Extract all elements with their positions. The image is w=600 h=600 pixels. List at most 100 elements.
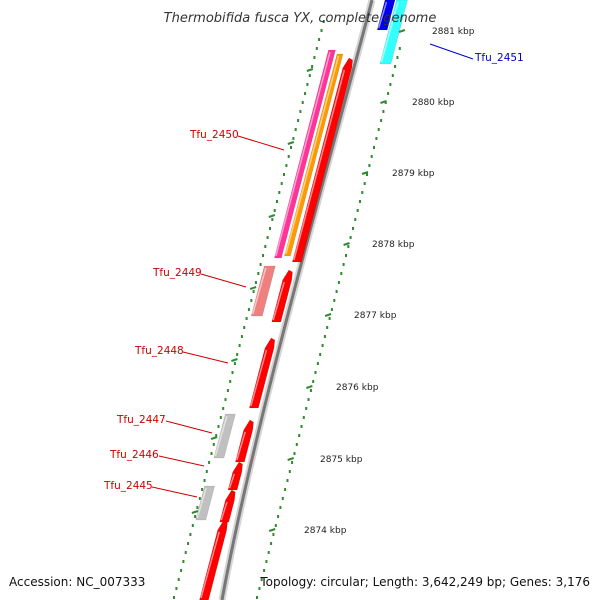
scale-dot-right [272,533,275,536]
scale-dot-right [323,335,326,338]
scale-dot-right [396,56,399,59]
major-tick-left-0 [191,510,199,514]
scale-dot-left [210,452,213,455]
orange-feature-shine [285,55,340,255]
major-tick-right-3 [324,313,332,317]
scale-dot-right [274,524,277,527]
major-tick-right-4 [343,242,350,246]
scale-dot-left [259,263,262,266]
scale-dot-right [368,164,371,167]
gene-label-tfu-2447[interactable]: Tfu_2447 [116,414,166,426]
leader-tfu-2451 [429,43,474,60]
scale-dot-left [294,128,297,131]
scale-dot-left [233,362,236,365]
gene-label-tfu-2449[interactable]: Tfu_2449 [152,267,202,279]
genome-info-text: Topology: circular; Length: 3,642,249 bp… [259,575,590,589]
gene-label-tfu-2446[interactable]: Tfu_2446 [109,449,159,461]
scale-dot-right [284,488,287,491]
scale-dot-left [177,578,180,581]
scale-dot-left [304,92,307,95]
scale-dot-left [229,380,232,383]
major-tick-left-4 [268,214,276,218]
scale-dot-right [293,452,296,455]
map-title: Thermobifida fusca YX, complete genome [164,11,437,26]
scale-dot-right [380,119,383,122]
feature-tracks [195,0,408,600]
scale-dot-left [208,461,211,464]
scale-dot-left [292,137,295,140]
scale-dot-right [345,254,347,257]
scale-dot-left [278,191,281,194]
scale-dot-right [375,137,378,140]
scale-dot-left [273,209,276,212]
grey-feature-1-shine [214,415,228,457]
tick-label-2876: 2876 kbp [336,383,379,393]
scale-dot-left [212,443,215,446]
cds-tfu-2449-shine [272,281,285,321]
scale-dot-right [361,191,364,194]
scale-dot-right [389,83,392,86]
scale-dot-left [231,371,234,374]
scale-dot-right [340,272,343,275]
scale-dot-right [319,353,322,356]
leader-tfu-2450 [237,135,285,151]
scale-dot-right [326,326,329,329]
scale-dot-left [240,335,243,338]
leader-tfu-2449 [200,273,247,288]
scale-dot-left [196,506,199,509]
cyan-feature [379,0,408,65]
scale-dot-right [258,587,261,590]
scale-dot-left [283,173,285,176]
tick-label-2880: 2880 kbp [412,98,455,108]
cds-tfu-2451 [376,0,396,31]
scale-dot-left [306,83,309,86]
scale-dot-left [262,254,264,257]
scale-dot-left [182,560,185,563]
tick-label-2878: 2878 kbp [372,240,415,250]
scale-dot-right [288,470,291,473]
scale-dot-right [391,74,394,77]
gene-label-tfu-2450[interactable]: Tfu_2450 [189,129,239,141]
scale-dot-right [356,209,359,212]
accession-text: Accession: NC_007333 [9,575,145,589]
scale-dot-left [184,551,187,554]
scale-dot-right [342,263,345,266]
scale-dot-left [313,56,316,59]
grey-feature-1 [213,413,236,459]
scale-dot-left [194,515,197,518]
scale-dot-right [312,380,315,383]
leader-tfu-2448 [182,351,229,364]
scale-ticks [191,29,406,532]
cds-tfu-2446-shine [228,473,236,489]
leader-tfu-2445 [151,486,198,498]
cds-tfu-2447-shine [236,431,246,461]
major-tick-left-2 [231,358,238,362]
tick-label-2879: 2879 kbp [392,169,435,179]
scale-dot-left [224,398,227,401]
scale-dot-right [370,155,373,158]
cds-tfu-2450-shine [293,69,346,261]
scale-dot-left [175,587,178,590]
scale-dot-right [307,398,310,401]
scale-dot-left [297,119,300,122]
scale-dot-left [322,20,325,23]
scale-dot-left [315,47,318,50]
major-tick-right-0 [268,528,276,532]
scale-dot-right [267,551,270,554]
scale-dot-right [394,65,397,68]
scale-dot-right [354,218,357,221]
scale-dot-left [252,290,255,293]
major-tick-right-6 [380,100,387,104]
gene-label-tfu-2451[interactable]: Tfu_2451 [474,52,524,64]
scale-dot-left [250,299,253,302]
gene-label-tfu-2448[interactable]: Tfu_2448 [134,345,184,357]
scale-dot-right [328,317,331,320]
major-tick-left-6 [306,68,314,72]
scale-dot-right [286,479,289,482]
scale-dot-right [298,434,301,437]
salmon-feature-shine [252,267,267,315]
gene-label-tfu-2445[interactable]: Tfu_2445 [103,480,153,492]
scale-dot-left [215,434,218,437]
scale-dot-left [187,542,190,545]
